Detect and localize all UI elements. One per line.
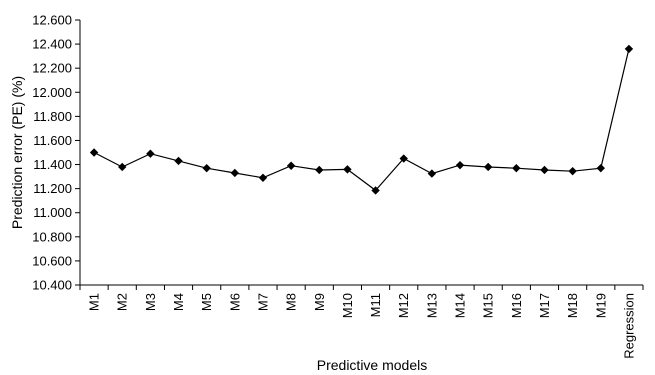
data-point <box>286 161 296 170</box>
data-point <box>371 186 380 195</box>
x-tick-label: M1 <box>87 293 102 311</box>
x-tick-label: M6 <box>227 293 242 311</box>
y-tick-label: 12.200 <box>32 61 72 76</box>
data-point <box>540 165 549 175</box>
data-point <box>118 162 127 172</box>
y-tick-label: 11.000 <box>33 205 72 220</box>
data-point <box>483 162 493 172</box>
y-tick-label: 11.200 <box>33 181 72 196</box>
data-point <box>315 165 324 175</box>
data-point <box>427 169 437 178</box>
x-axis-ticks: M1 M2 M3 M4 M5 M6 M7 M8 M9 M10 M11 M12 M13 M14 M15 M16 M… <box>79 285 644 359</box>
x-tick-label: M4 <box>171 293 186 311</box>
series-line <box>93 48 630 192</box>
x-tick-label: M8 <box>284 293 299 311</box>
x-tick-label: M16 <box>509 293 524 318</box>
data-point <box>624 44 634 54</box>
y-tick-label: 12.600 <box>32 13 72 28</box>
data-point <box>455 160 465 170</box>
data-point <box>343 165 352 174</box>
data-point <box>146 149 155 158</box>
y-tick-label: 10.400 <box>32 278 72 293</box>
x-tick-label: M14 <box>453 293 468 318</box>
series-markers <box>89 44 634 195</box>
x-tick-label: M10 <box>340 293 355 318</box>
data-point <box>174 156 183 166</box>
x-tick-label: M17 <box>537 293 552 318</box>
x-tick-label: M18 <box>565 293 580 318</box>
y-tick-label: 10.800 <box>32 229 72 244</box>
x-tick-label: M15 <box>481 293 496 318</box>
data-point <box>202 163 211 173</box>
y-axis-title: Prediction error (PE) (%) <box>9 76 25 229</box>
x-axis-title: Predictive models <box>317 357 428 373</box>
data-point <box>596 163 605 173</box>
y-tick-label: 12.000 <box>32 85 72 100</box>
data-point <box>258 173 268 182</box>
y-tick-label: 11.400 <box>33 157 72 172</box>
data-point <box>568 166 577 176</box>
y-axis-ticks: 10.400 10.600 10.800 11.000 11.200 11.400 11.6… <box>32 13 80 293</box>
x-tick-label: M12 <box>396 293 411 318</box>
x-tick-label: Regression <box>621 293 636 359</box>
x-tick-label: M13 <box>424 293 439 318</box>
data-point <box>399 154 408 163</box>
y-tick-label: 12.400 <box>32 37 72 52</box>
x-tick-label: M2 <box>115 293 130 311</box>
y-tick-label: 11.800 <box>33 109 72 124</box>
data-point <box>89 148 99 157</box>
x-tick-label: M19 <box>593 293 608 318</box>
x-tick-label: M11 <box>368 293 383 317</box>
x-tick-label: M9 <box>312 293 327 311</box>
y-tick-label: 10.600 <box>32 253 72 268</box>
x-tick-label: M3 <box>143 293 158 311</box>
data-point <box>512 163 521 173</box>
y-tick-label: 11.600 <box>33 133 72 148</box>
x-tick-label: M5 <box>199 293 214 311</box>
x-tick-label: M7 <box>255 293 270 311</box>
data-point <box>230 168 240 178</box>
